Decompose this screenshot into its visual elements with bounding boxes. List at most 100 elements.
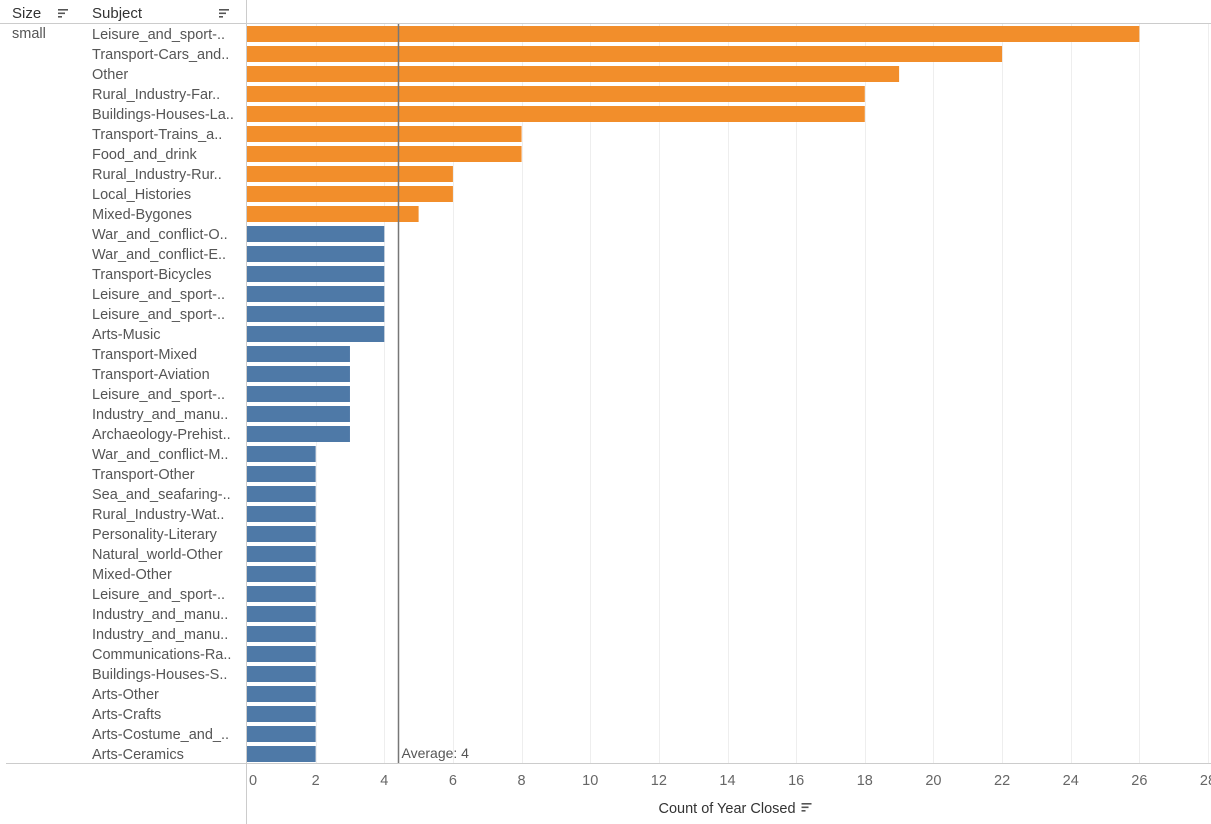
subject-label: Buildings-Houses-La.. bbox=[92, 107, 234, 123]
bar[interactable] bbox=[247, 26, 1140, 42]
bar[interactable] bbox=[247, 466, 316, 482]
subject-label: Arts-Costume_and_.. bbox=[92, 727, 229, 743]
subject-label: Industry_and_manu.. bbox=[92, 607, 228, 623]
bar[interactable] bbox=[247, 206, 419, 222]
subject-label: Leisure_and_sport-.. bbox=[92, 27, 225, 43]
subject-label: Transport-Trains_a.. bbox=[92, 127, 222, 143]
subject-label: Leisure_and_sport-.. bbox=[92, 287, 225, 303]
tick-label: 24 bbox=[1063, 773, 1079, 789]
bar[interactable] bbox=[247, 546, 316, 562]
bar[interactable] bbox=[247, 66, 900, 82]
subject-label: Other bbox=[92, 67, 128, 83]
subject-label: Rural_Industry-Far.. bbox=[92, 87, 220, 103]
bar[interactable] bbox=[247, 386, 350, 402]
subject-label: Arts-Music bbox=[92, 327, 160, 343]
subject-label: Archaeology-Prehist.. bbox=[92, 427, 231, 443]
subject-label: Transport-Aviation bbox=[92, 367, 210, 383]
bar[interactable] bbox=[247, 226, 385, 242]
subject-label: Sea_and_seafaring-.. bbox=[92, 487, 231, 503]
bar[interactable] bbox=[247, 86, 865, 102]
subject-sort-icon[interactable] bbox=[219, 9, 229, 18]
bar[interactable] bbox=[247, 146, 522, 162]
subject-label: War_and_conflict-E.. bbox=[92, 247, 226, 263]
subject-label: Transport-Mixed bbox=[92, 347, 197, 363]
bar[interactable] bbox=[247, 566, 316, 582]
bar[interactable] bbox=[247, 246, 385, 262]
tick-label: 28 bbox=[1200, 773, 1211, 789]
bar[interactable] bbox=[247, 686, 316, 702]
subject-header: Subject bbox=[92, 5, 143, 22]
size-header: Size bbox=[12, 5, 41, 22]
bar[interactable] bbox=[247, 506, 316, 522]
subject-label: Industry_and_manu.. bbox=[92, 627, 228, 643]
tick-label: 22 bbox=[994, 773, 1010, 789]
tick-label: 4 bbox=[380, 773, 388, 789]
bar[interactable] bbox=[247, 606, 316, 622]
bars bbox=[247, 26, 1140, 762]
subject-label: Natural_world-Other bbox=[92, 547, 223, 563]
subject-label: Mixed-Bygones bbox=[92, 207, 192, 223]
bar[interactable] bbox=[247, 746, 316, 762]
subject-label: Arts-Ceramics bbox=[92, 747, 184, 763]
x-axis-ticks: 0246810121416182022242628 bbox=[249, 773, 1211, 789]
subject-label: Arts-Other bbox=[92, 687, 159, 703]
tick-label: 12 bbox=[651, 773, 667, 789]
bar[interactable] bbox=[247, 486, 316, 502]
tick-label: 10 bbox=[582, 773, 598, 789]
bar[interactable] bbox=[247, 526, 316, 542]
average-label: Average: 4 bbox=[402, 745, 470, 761]
subject-label: Transport-Other bbox=[92, 467, 195, 483]
tick-label: 6 bbox=[449, 773, 457, 789]
x-axis-title: Count of Year Closed bbox=[658, 801, 795, 817]
bar[interactable] bbox=[247, 626, 316, 642]
subject-label: Leisure_and_sport-.. bbox=[92, 387, 225, 403]
bar[interactable] bbox=[247, 46, 1003, 62]
subject-label: War_and_conflict-O.. bbox=[92, 227, 228, 243]
tick-label: 20 bbox=[925, 773, 941, 789]
bar[interactable] bbox=[247, 186, 453, 202]
bar[interactable] bbox=[247, 646, 316, 662]
subject-label: Local_Histories bbox=[92, 187, 191, 203]
bar[interactable] bbox=[247, 326, 385, 342]
bar[interactable] bbox=[247, 366, 350, 382]
tick-label: 8 bbox=[518, 773, 526, 789]
subject-labels: Leisure_and_sport-.. Transport-Cars_and..… bbox=[92, 27, 234, 763]
bar[interactable] bbox=[247, 426, 350, 442]
bar[interactable] bbox=[247, 106, 865, 122]
size-value: small bbox=[12, 26, 46, 42]
subject-label: Personality-Literary bbox=[92, 527, 218, 543]
subject-label: Industry_and_manu.. bbox=[92, 407, 228, 423]
tick-label: 16 bbox=[788, 773, 804, 789]
bar[interactable] bbox=[247, 306, 385, 322]
subject-label: Buildings-Houses-S.. bbox=[92, 667, 227, 683]
tick-label: 18 bbox=[857, 773, 873, 789]
tick-label: 14 bbox=[719, 773, 735, 789]
bar[interactable] bbox=[247, 406, 350, 422]
bar[interactable] bbox=[247, 346, 350, 362]
bar[interactable] bbox=[247, 166, 453, 182]
subject-label: Leisure_and_sport-.. bbox=[92, 587, 225, 603]
bar[interactable] bbox=[247, 586, 316, 602]
bar[interactable] bbox=[247, 726, 316, 742]
subject-label: War_and_conflict-M.. bbox=[92, 447, 228, 463]
bar[interactable] bbox=[247, 666, 316, 682]
subject-label: Transport-Cars_and.. bbox=[92, 47, 229, 63]
tick-label: 26 bbox=[1131, 773, 1147, 789]
tick-label: 0 bbox=[249, 773, 257, 789]
tick-label: 2 bbox=[312, 773, 320, 789]
bar[interactable] bbox=[247, 266, 385, 282]
subject-label: Leisure_and_sport-.. bbox=[92, 307, 225, 323]
subject-label: Arts-Crafts bbox=[92, 707, 161, 723]
subject-label: Rural_Industry-Wat.. bbox=[92, 507, 224, 523]
size-sort-icon[interactable] bbox=[58, 9, 68, 18]
subject-label: Transport-Bicycles bbox=[92, 267, 212, 283]
subject-label: Communications-Ra.. bbox=[92, 647, 231, 663]
subject-label: Mixed-Other bbox=[92, 567, 172, 583]
subject-label: Rural_Industry-Rur.. bbox=[92, 167, 222, 183]
bar[interactable] bbox=[247, 286, 385, 302]
bar[interactable] bbox=[247, 446, 316, 462]
bar[interactable] bbox=[247, 126, 522, 142]
bar[interactable] bbox=[247, 706, 316, 722]
x-axis-sort-icon[interactable] bbox=[801, 803, 812, 812]
